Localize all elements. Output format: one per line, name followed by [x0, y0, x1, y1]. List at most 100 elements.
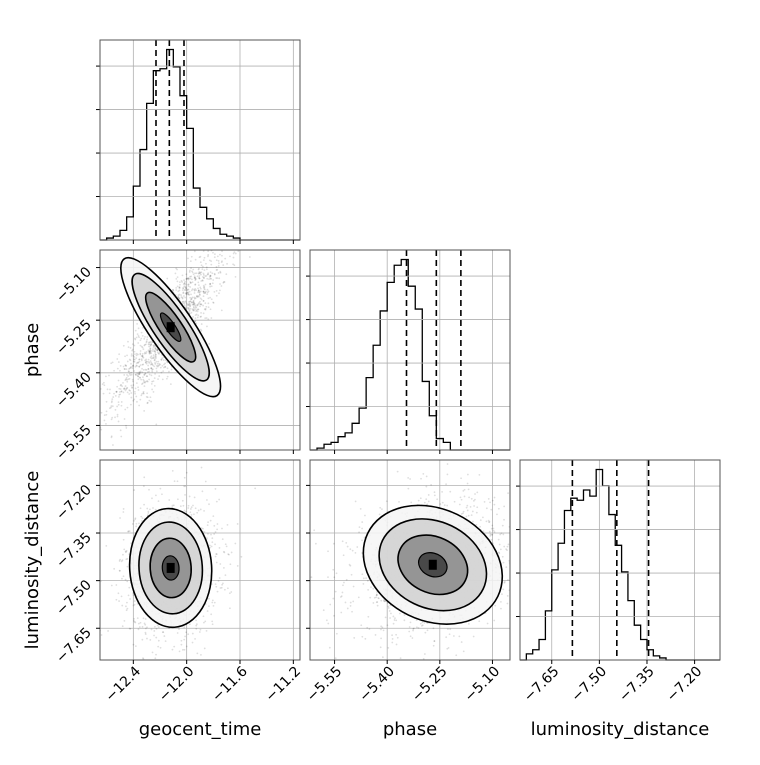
scatter-point [367, 588, 370, 591]
x-tick-label: −5.10 [462, 664, 504, 706]
x-axis-title: luminosity_distance [531, 719, 710, 740]
scatter-point [140, 355, 143, 358]
scatter-point [352, 585, 355, 588]
scatter-point [187, 257, 189, 260]
scatter-point [174, 272, 177, 275]
scatter-point [151, 363, 153, 366]
scatter-point [131, 387, 133, 389]
scatter-point [153, 350, 156, 353]
scatter-point [154, 373, 156, 375]
scatter-point [138, 522, 140, 525]
scatter-point [210, 533, 212, 536]
scatter-point [168, 370, 170, 373]
scatter-point [153, 625, 156, 628]
scatter-point [446, 473, 449, 476]
scatter-point [184, 286, 187, 289]
scatter-point [139, 344, 142, 347]
scatter-point [149, 344, 152, 347]
scatter-point [139, 364, 142, 367]
scatter-point [117, 592, 120, 595]
scatter-point [221, 242, 223, 244]
scatter-point [186, 288, 189, 291]
x-tick-label: −7.35 [616, 664, 658, 706]
scatter-point [103, 384, 106, 387]
scatter-point [105, 413, 108, 416]
scatter-point [135, 354, 138, 357]
scatter-point [203, 292, 205, 295]
scatter-point [136, 322, 139, 325]
scatter-point [142, 390, 145, 393]
scatter-point [212, 279, 215, 281]
scatter-point [193, 309, 195, 312]
scatter-point [447, 628, 449, 631]
scatter-point [340, 611, 343, 614]
scatter-point [131, 523, 134, 525]
scatter-point [387, 605, 390, 608]
scatter-point [210, 263, 213, 266]
scatter-point [506, 602, 509, 605]
scatter-point [145, 360, 148, 363]
scatter-point [212, 301, 215, 304]
scatter-point [161, 631, 164, 634]
scatter-point [151, 388, 154, 391]
scatter-point [116, 415, 119, 418]
scatter-point [380, 628, 382, 631]
scatter-point [184, 283, 187, 286]
scatter-point [234, 275, 237, 278]
scatter-point [128, 358, 131, 361]
scatter-point [226, 587, 229, 590]
scatter-point [197, 295, 200, 298]
scatter-point [145, 395, 148, 398]
scatter-point [200, 298, 203, 301]
scatter-point [213, 272, 216, 275]
scatter-point [190, 289, 193, 292]
scatter-point [208, 278, 210, 281]
scatter-point [187, 507, 190, 509]
scatter-point [152, 507, 154, 509]
scatter-point [188, 303, 190, 306]
scatter-point [166, 375, 169, 378]
scatter-point [133, 370, 136, 372]
scatter-point [155, 348, 158, 351]
joint-panel-geocent_time-phase [97, 242, 251, 446]
scatter-point [390, 612, 392, 615]
scatter-point [183, 476, 186, 479]
scatter-point [147, 368, 150, 370]
scatter-point [130, 371, 133, 374]
scatter-point [222, 567, 225, 569]
scatter-point [234, 252, 237, 255]
scatter-point [178, 281, 181, 284]
scatter-point [189, 623, 191, 626]
scatter-point [207, 255, 209, 258]
x-axis-title: geocent_time [139, 719, 262, 740]
scatter-point [144, 351, 146, 354]
scatter-point [122, 538, 125, 541]
scatter-point [178, 650, 181, 653]
scatter-point [97, 389, 99, 391]
scatter-point [129, 359, 132, 362]
scatter-point [200, 653, 202, 656]
scatter-point [489, 501, 491, 504]
scatter-point [158, 352, 160, 355]
scatter-point [187, 293, 190, 295]
scatter-point [116, 358, 119, 360]
joint-panel-phase-luminosity_distance [310, 463, 510, 675]
scatter-point [152, 346, 155, 349]
scatter-point [313, 529, 316, 532]
scatter-point [472, 673, 474, 675]
scatter-point [452, 635, 455, 637]
scatter-point [201, 268, 204, 271]
scatter-point [153, 350, 155, 352]
scatter-point [115, 390, 118, 393]
scatter-point [152, 364, 154, 367]
scatter-point [189, 260, 192, 263]
scatter-point [105, 422, 107, 425]
scatter-point [421, 624, 424, 627]
scatter-point [194, 283, 197, 286]
scatter-point [132, 399, 135, 402]
x-tick-label: −5.55 [304, 664, 346, 706]
scatter-point [98, 391, 100, 393]
scatter-point [207, 253, 210, 256]
scatter-point [205, 268, 208, 271]
scatter-point [124, 379, 127, 382]
